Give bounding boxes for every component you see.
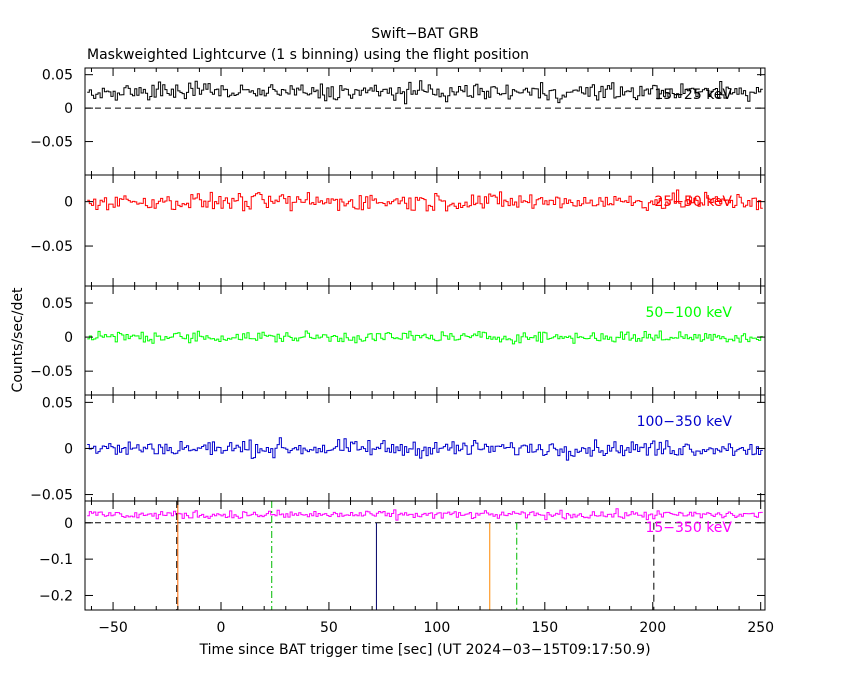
panel-5: 0 −0.1 −0.2 15−350 keV <box>39 500 766 611</box>
band-label: 25−50 keV <box>654 194 732 210</box>
x-tick-label: 200 <box>639 620 666 636</box>
x-tick-label: −50 <box>98 620 128 636</box>
y-tick-label: −0.2 <box>39 588 73 604</box>
y-tick-label: 0 <box>64 101 73 117</box>
lightcurve-series-5 <box>87 508 763 521</box>
y-tick-label: 0.05 <box>42 68 73 84</box>
band-label: 50−100 keV <box>645 305 732 321</box>
band-label: 100−350 keV <box>637 414 733 430</box>
y-tick-label: −0.05 <box>30 364 73 380</box>
y-tick-label: −0.1 <box>39 552 73 568</box>
chart-title: Swift−BAT GRB <box>371 26 478 42</box>
y-tick-label: 0.05 <box>42 296 73 312</box>
lightcurve-series-4 <box>87 437 763 461</box>
y-tick-label: 0 <box>64 516 73 532</box>
y-tick-label: −0.05 <box>30 488 73 504</box>
x-tick-label: 150 <box>531 620 558 636</box>
x-tick-label: 100 <box>424 620 451 636</box>
x-axis-label: Time since BAT trigger time [sec] (UT 20… <box>198 642 650 658</box>
x-tick-label: 50 <box>320 620 338 636</box>
band-label: 15−350 keV <box>645 520 732 536</box>
y-tick-label: 0 <box>64 195 73 211</box>
band-label: 15−25 keV <box>654 87 732 103</box>
x-tick-label: 250 <box>747 620 774 636</box>
y-tick-label: −0.05 <box>30 135 73 151</box>
x-tick-label: 0 <box>217 620 226 636</box>
panel-4: 0.05 0 −0.05 100−350 keV <box>30 394 766 504</box>
lightcurve-series-1 <box>87 80 763 105</box>
panel-2: 0 −0.05 25−50 keV <box>30 174 766 287</box>
y-tick-label: 0 <box>64 330 73 346</box>
panel-frame <box>84 500 766 611</box>
y-tick-label: 0.05 <box>42 395 73 411</box>
y-tick-label: 0 <box>64 441 73 457</box>
panel-frame <box>84 67 766 176</box>
lightcurve-series-3 <box>87 330 763 345</box>
panels-group: 0.05 0 −0.05 15−25 keV 0 −0.05 25−50 keV 0.05 0 −… <box>30 67 774 636</box>
y-tick-label: −0.05 <box>30 239 73 255</box>
panel-frame <box>84 285 766 396</box>
panel-frame <box>84 174 766 287</box>
y-axis-label: Counts/sec/det <box>10 287 26 392</box>
chart-subtitle: Maskweighted Lightcurve (1 s binning) us… <box>87 47 529 63</box>
panel-3: 0.05 0 −0.05 50−100 keV <box>30 285 766 396</box>
panel-1: 0.05 0 −0.05 15−25 keV <box>30 67 766 176</box>
lightcurve-series-2 <box>87 189 763 212</box>
